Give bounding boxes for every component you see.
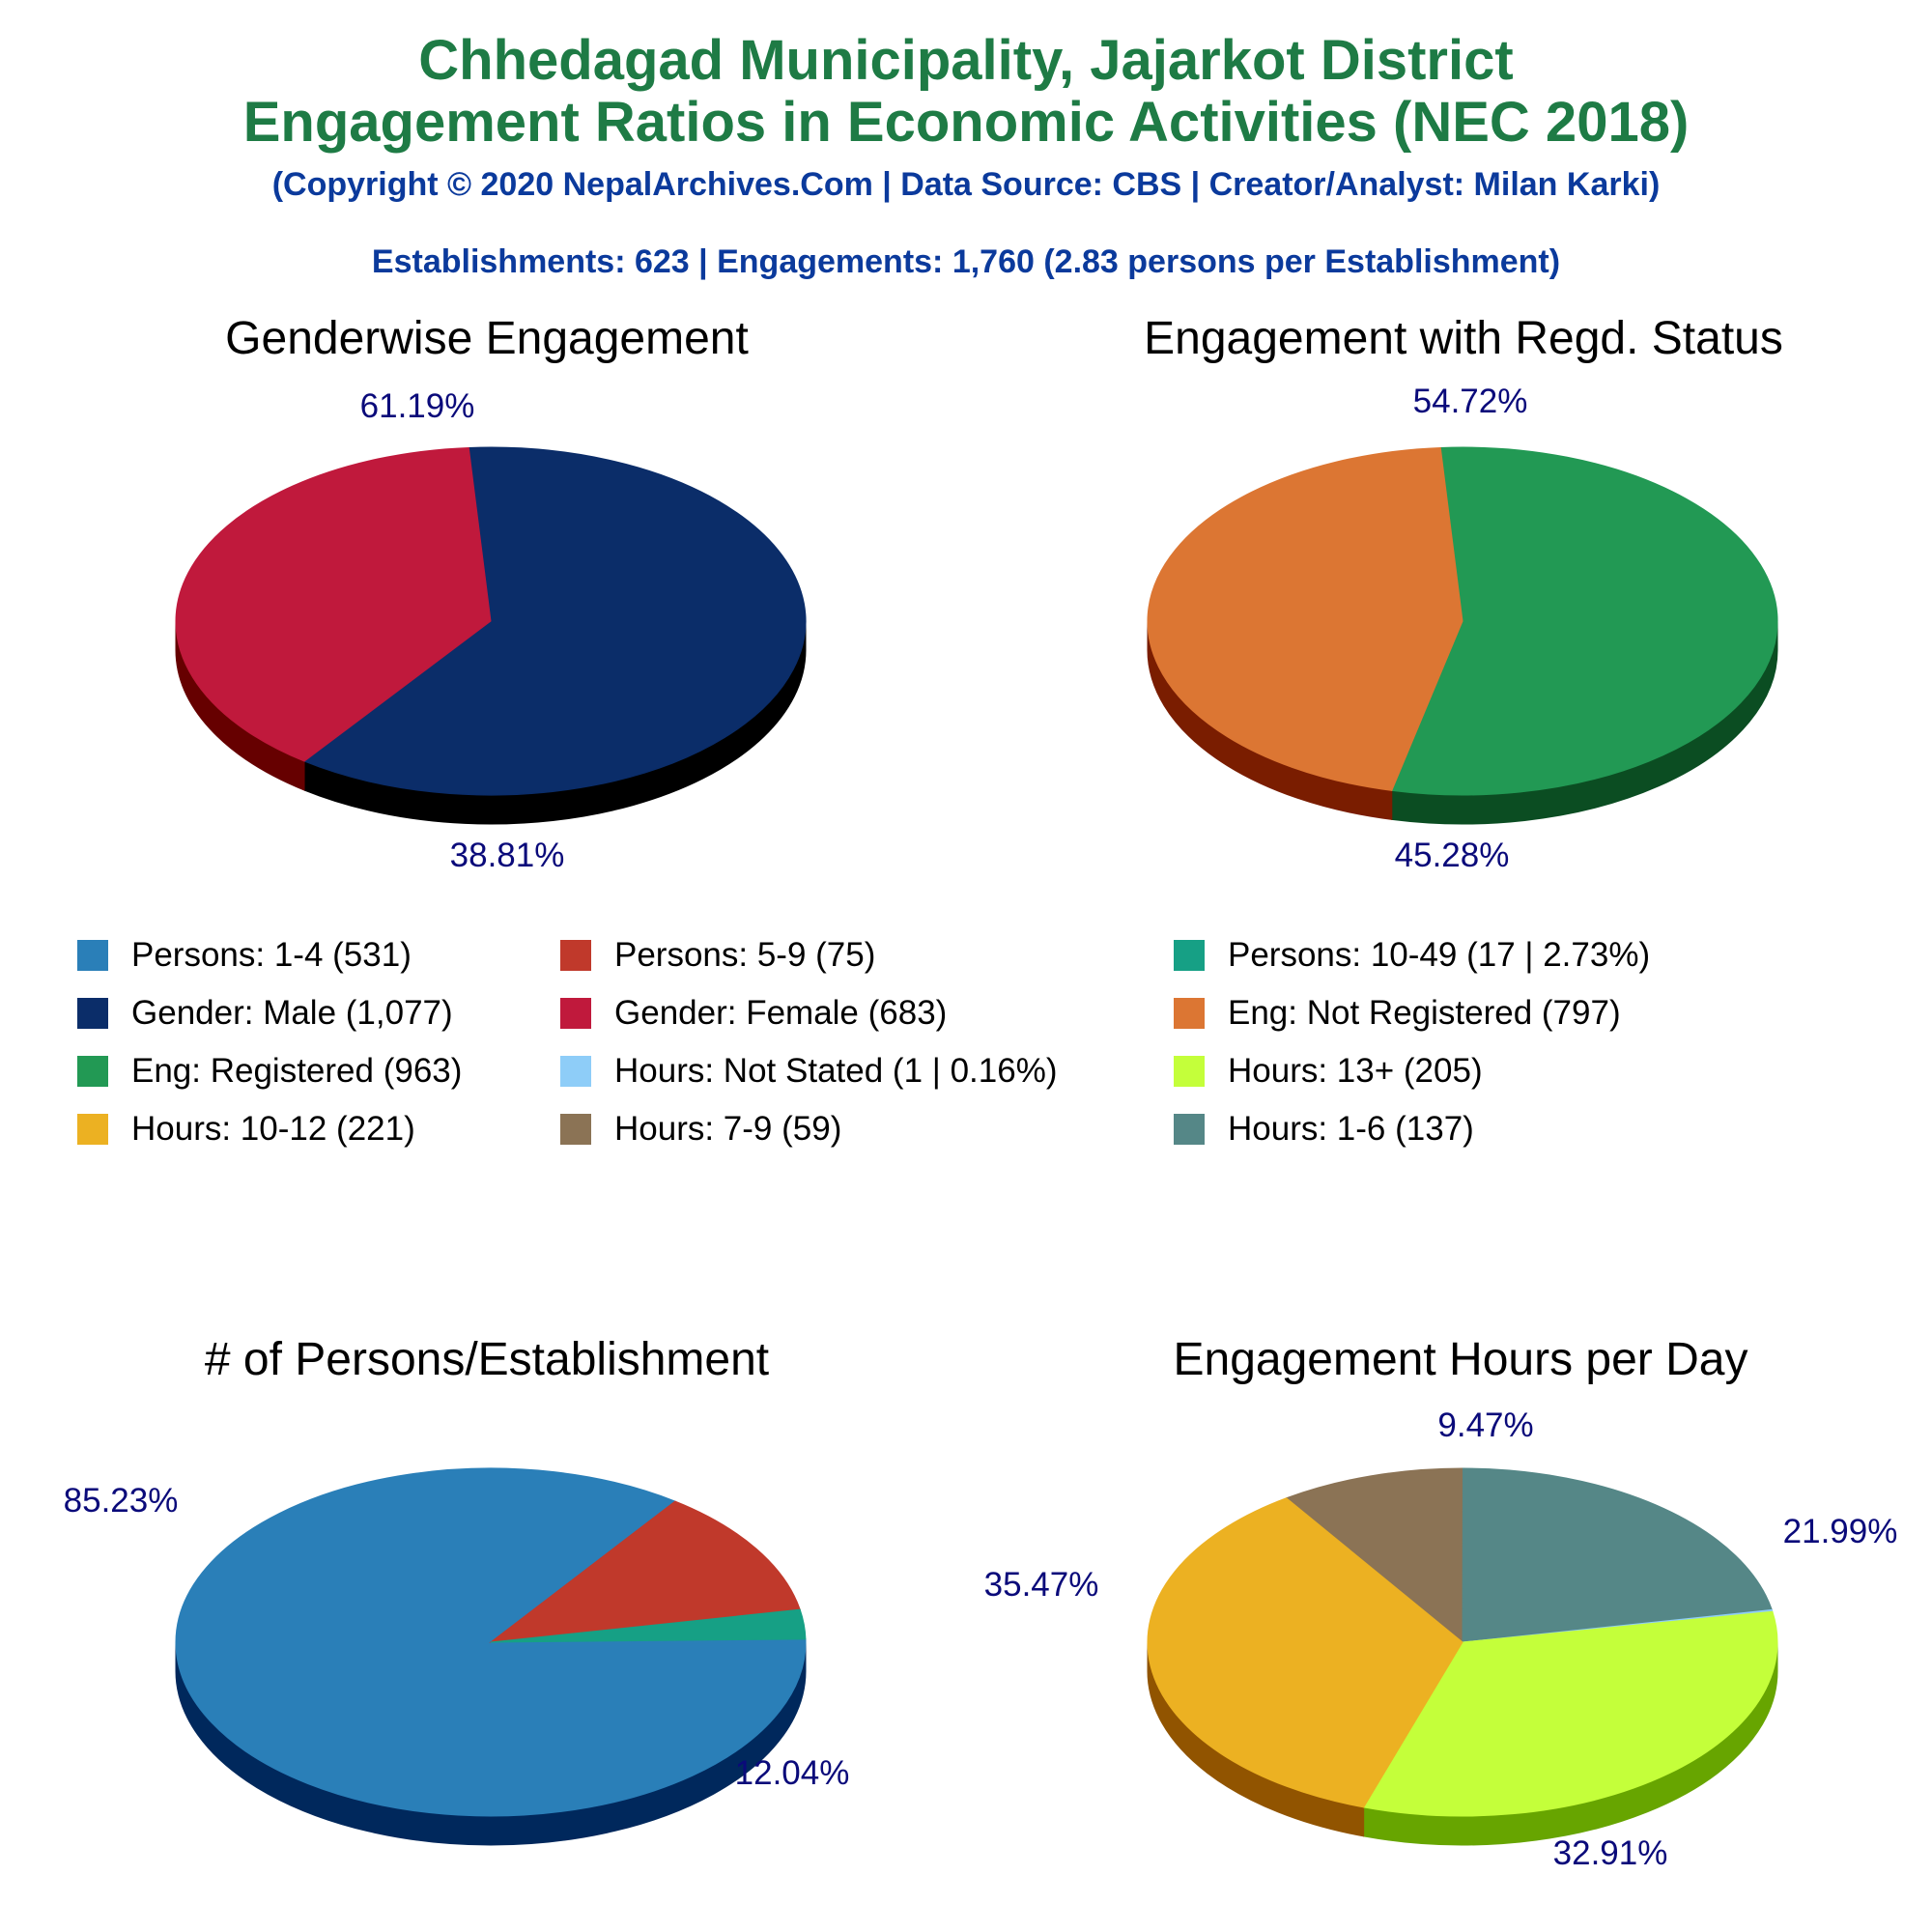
slice-hours-7-9 xyxy=(1285,1467,1464,1644)
legend-label: Persons: 10-49 (17 | 2.73%) xyxy=(1228,936,1651,974)
slice-persons-5-9 xyxy=(489,1500,801,1643)
legend-label: Hours: 7-9 (59) xyxy=(614,1110,842,1148)
legend-label: Eng: Registered (963) xyxy=(131,1052,463,1090)
legend-swatch xyxy=(1174,1056,1205,1087)
legend-swatch xyxy=(1174,940,1205,971)
legend-swatch xyxy=(560,1056,591,1087)
legend-item-eng-registered: Eng: Registered (963) xyxy=(77,1052,462,1091)
slice-label-hours-13: 32.91% xyxy=(1553,1834,1668,1872)
legend-swatch xyxy=(77,998,108,1029)
legend-label: Gender: Female (683) xyxy=(614,994,948,1032)
legend-swatch xyxy=(560,1114,591,1145)
slice-label-hours-1-6: 21.99% xyxy=(1783,1513,1898,1550)
pie-chart-engagement-hours-per-day: Engagement Hours per Day 9.47% 21.99% 32.91… xyxy=(984,1334,1898,1872)
legend-item-persons-10-49: Persons: 10-49 (17 | 2.73%) xyxy=(1174,936,1650,975)
slice-label-persons-1-4: 85.23% xyxy=(64,1482,179,1520)
pie-chart-engagement-with-regd-status: Engagement with Regd. Status 54.72% 45.28% xyxy=(1144,313,1783,874)
legend-label: Hours: 10-12 (221) xyxy=(131,1110,415,1148)
legend-item-hours-1-6: Hours: 1-6 (137) xyxy=(1174,1110,1474,1149)
slice-label-gender-female: 38.81% xyxy=(450,837,565,874)
chart-title: Genderwise Engagement xyxy=(225,313,749,364)
slice-hours-13 xyxy=(1362,1610,1778,1817)
copyright-credit: (Copyright © 2020 NepalArchives.Com | Da… xyxy=(271,166,1661,203)
chart-title: # of Persons/Establishment xyxy=(205,1334,769,1385)
legend-label: Hours: Not Stated (1 | 0.16%) xyxy=(614,1052,1058,1090)
legend-item-persons-5-9: Persons: 5-9 (75) xyxy=(560,936,875,975)
legend-swatch xyxy=(1174,1114,1205,1145)
slice-eng-not-registered xyxy=(1147,446,1463,791)
summary-line: Establishments: 623 | Engagements: 1,760… xyxy=(371,243,1561,280)
legend-label: Hours: 1-6 (137) xyxy=(1228,1110,1474,1148)
legend-swatch xyxy=(77,1056,108,1087)
legend-label: Persons: 1-4 (531) xyxy=(131,936,412,974)
slice-label-gender-male: 61.19% xyxy=(360,387,475,425)
legend-item-hours-not-stated: Hours: Not Stated (1 | 0.16%) xyxy=(560,1052,1057,1091)
pie-chart-of-persons-establishment: # of Persons/Establishment 85.23% 12.04% xyxy=(64,1334,850,1846)
legend-swatch xyxy=(560,940,591,971)
slice-label-eng-registered: 54.72% xyxy=(1413,383,1528,420)
legend-item-gender-female: Gender: Female (683) xyxy=(560,994,947,1033)
slice-label-hours-10-12: 35.47% xyxy=(984,1566,1099,1604)
slice-label-eng-not-registered: 45.28% xyxy=(1395,837,1510,874)
slice-persons-10-49 xyxy=(490,1608,807,1643)
legend-item-hours-13-plus: Hours: 13+ (205) xyxy=(1174,1052,1483,1091)
slice-eng-registered xyxy=(1391,446,1778,796)
slice-hours-10-12 xyxy=(1147,1497,1463,1808)
chart-title: Engagement Hours per Day xyxy=(1174,1334,1748,1385)
slice-label-persons-5-9: 12.04% xyxy=(735,1754,850,1792)
slice-gender-male xyxy=(303,446,807,796)
pie-chart-genderwise-engagement: Genderwise Engagement 61.19% 38.81% xyxy=(175,313,807,874)
chart-title-line2: Engagement Ratios in Economic Activities… xyxy=(242,91,1690,154)
legend-item-persons-1-4: Persons: 1-4 (531) xyxy=(77,936,412,975)
legend-swatch xyxy=(77,1114,108,1145)
legend-item-eng-not-registered: Eng: Not Registered (797) xyxy=(1174,994,1621,1033)
chart-title: Engagement with Regd. Status xyxy=(1144,313,1783,364)
legend-item-hours-7-9: Hours: 7-9 (59) xyxy=(560,1110,841,1149)
slice-label-hours-7-9: 9.47% xyxy=(1437,1406,1533,1444)
slice-hours-1-6 xyxy=(1462,1467,1773,1643)
slice-gender-female xyxy=(175,446,492,762)
legend-swatch xyxy=(77,940,108,971)
legend-item-hours-10-12: Hours: 10-12 (221) xyxy=(77,1110,415,1149)
legend-swatch xyxy=(560,998,591,1029)
legend-label: Eng: Not Registered (797) xyxy=(1228,994,1621,1032)
legend-label: Persons: 5-9 (75) xyxy=(614,936,876,974)
legend-swatch xyxy=(1174,998,1205,1029)
legend-label: Gender: Male (1,077) xyxy=(131,994,453,1032)
legend-label: Hours: 13+ (205) xyxy=(1228,1052,1483,1090)
chart-title-line1: Chhedagad Municipality, Jajarkot Distric… xyxy=(418,29,1514,92)
legend-item-gender-male: Gender: Male (1,077) xyxy=(77,994,453,1033)
